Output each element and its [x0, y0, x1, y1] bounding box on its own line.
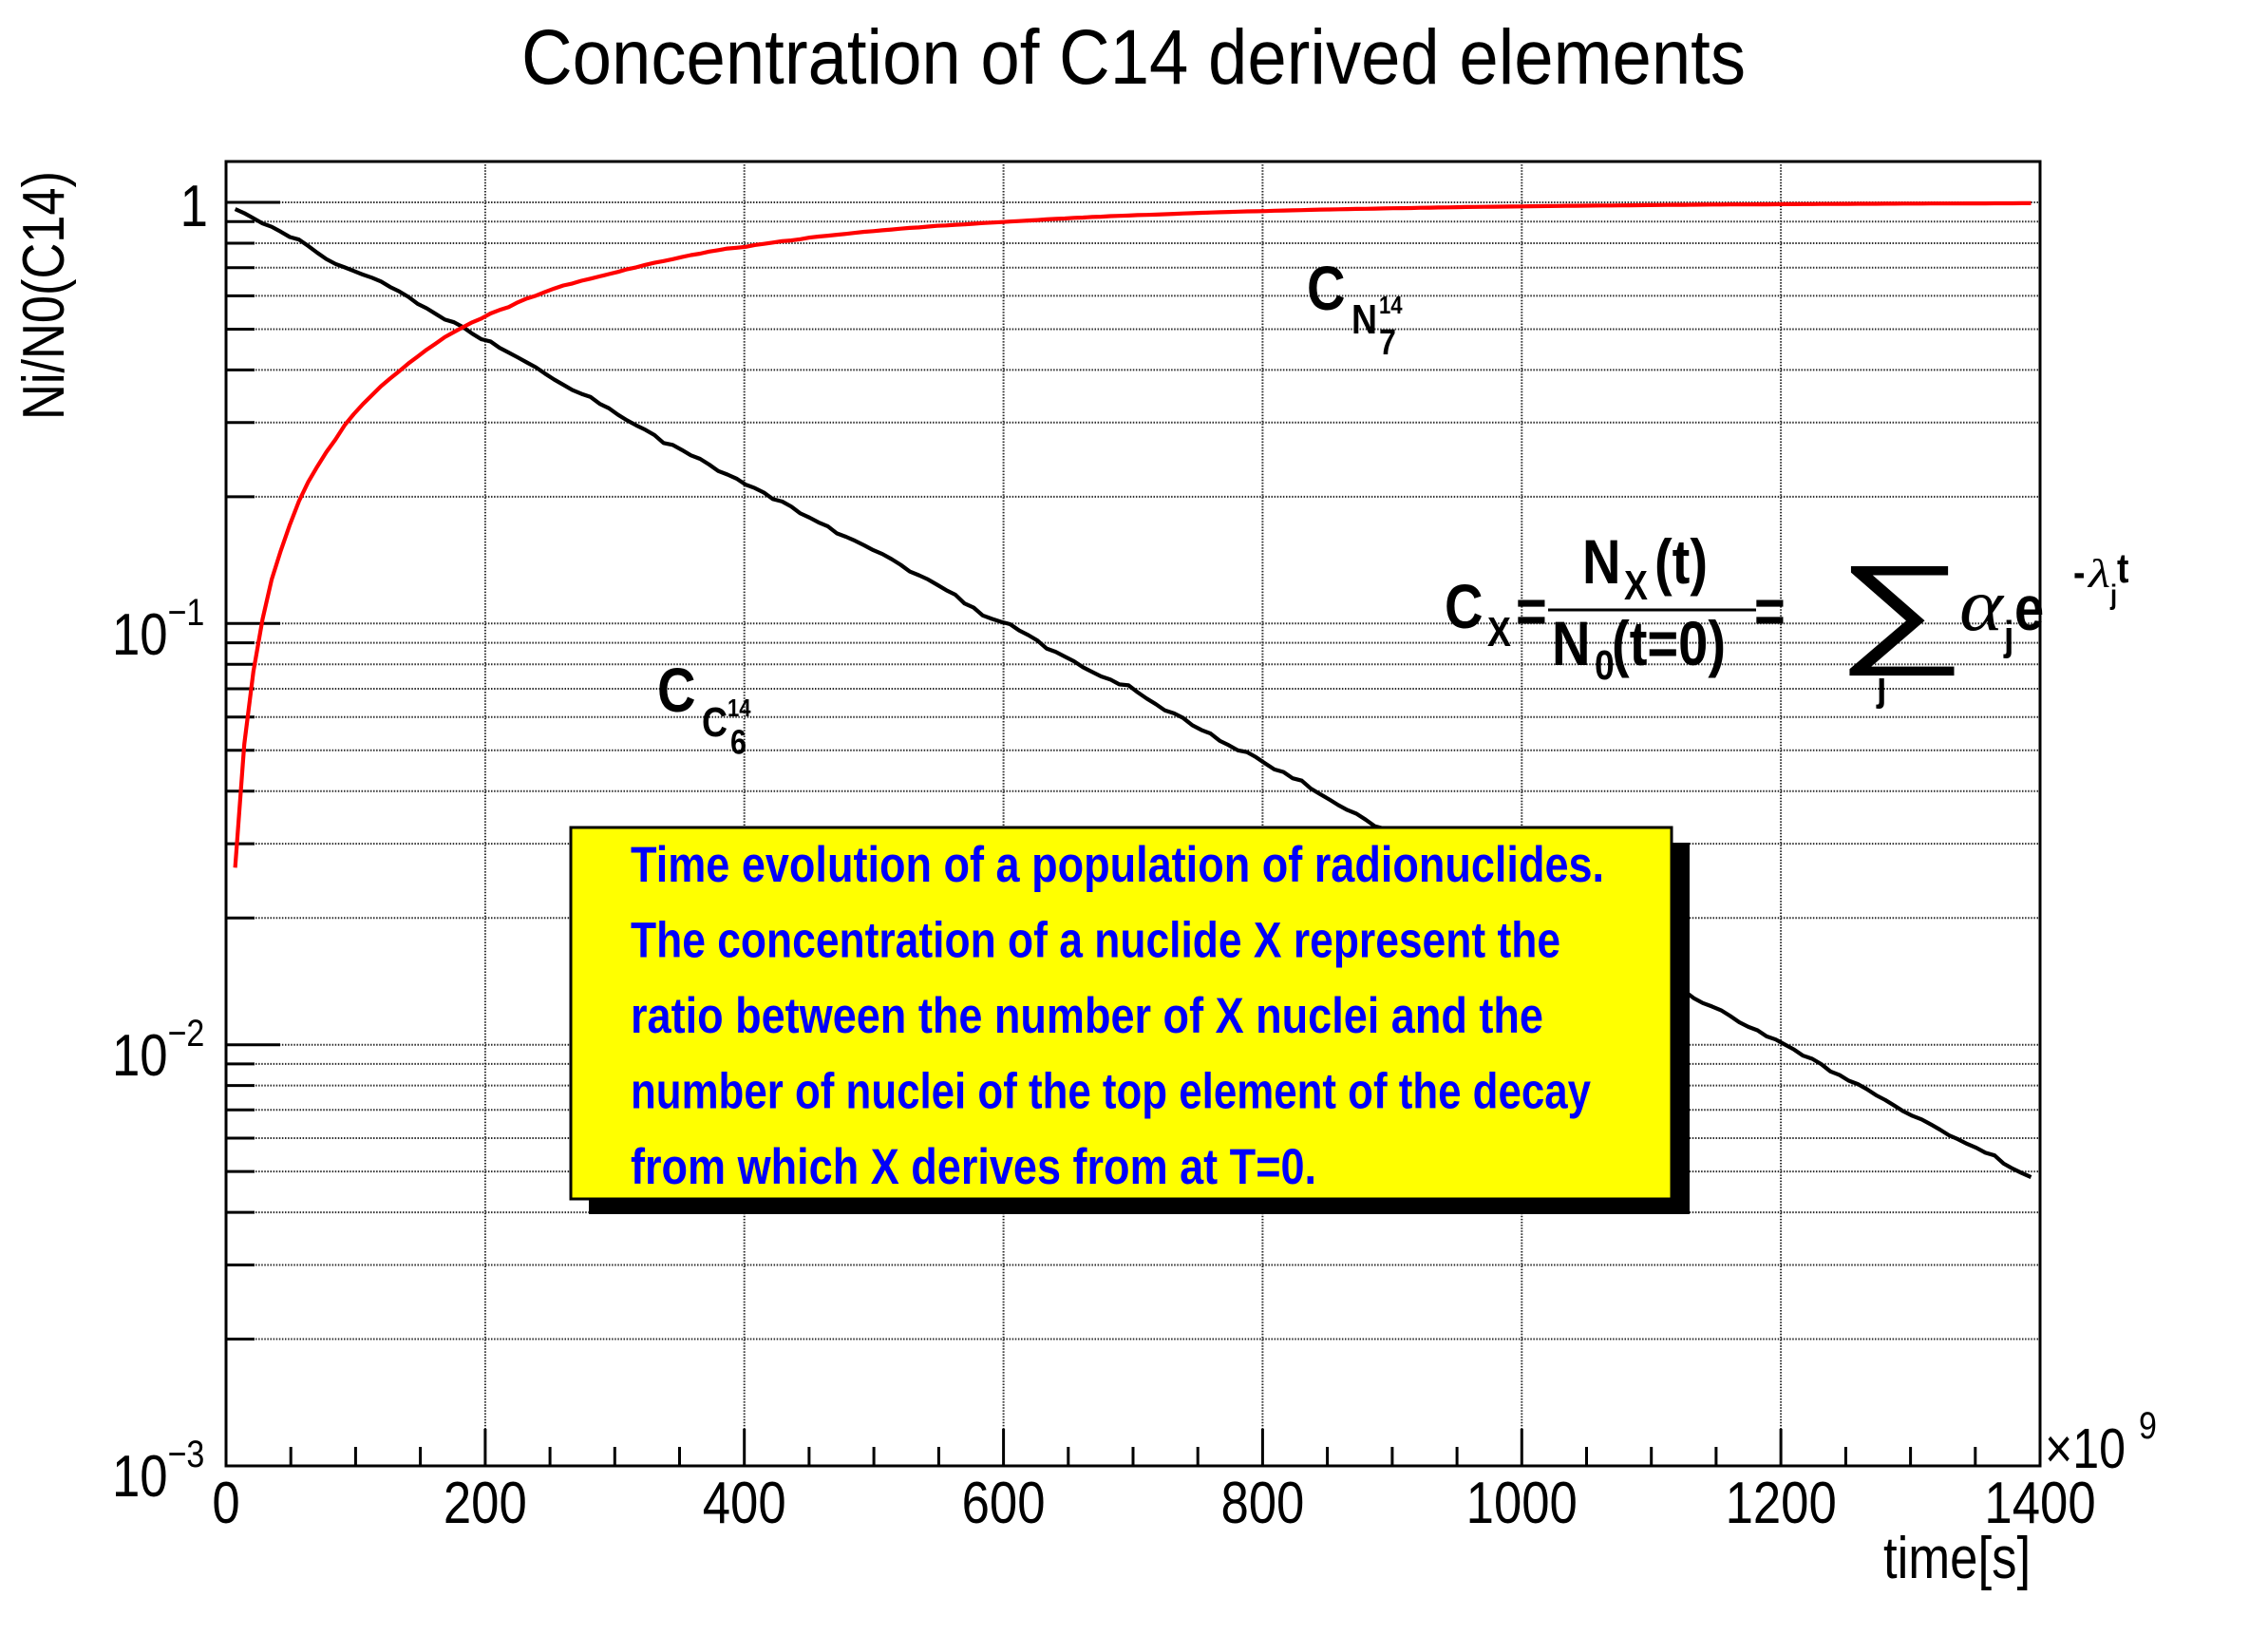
svg-text:Concentration of C14 derived e: Concentration of C14 derived elements [521, 14, 1746, 101]
svg-text:j: j [2109, 579, 2117, 610]
svg-text:C: C [1307, 254, 1346, 323]
svg-text:800: 800 [1220, 1471, 1304, 1536]
svg-text:λ: λ [2086, 553, 2110, 597]
svg-text:=: = [1516, 577, 1547, 646]
svg-text:9: 9 [2139, 1403, 2157, 1446]
svg-text:400: 400 [703, 1471, 786, 1536]
svg-text:C: C [702, 698, 728, 746]
svg-text:C: C [1445, 572, 1484, 641]
svg-text:ratio between the number of X: ratio between the number of X nuclei and… [631, 988, 1543, 1044]
svg-text:C: C [657, 656, 696, 725]
svg-text:1: 1 [180, 174, 208, 239]
svg-text:number of nuclei of the top el: number of nuclei of the top element of t… [631, 1063, 1592, 1119]
svg-text:1200: 1200 [1726, 1471, 1837, 1536]
svg-text:1000: 1000 [1466, 1471, 1578, 1536]
svg-text:-: - [2073, 548, 2085, 596]
svg-text:10−2: 10−2 [112, 1011, 204, 1089]
svg-text:e: e [2014, 574, 2044, 643]
svg-text:×10: ×10 [2045, 1416, 2126, 1480]
svg-text:∑: ∑ [1836, 540, 1966, 676]
svg-text:(t=0): (t=0) [1612, 609, 1726, 678]
svg-text:j: j [1876, 662, 1886, 710]
svg-text:The concentration of a nuclide: The concentration of a nuclide X represe… [631, 912, 1560, 968]
svg-text:Time evolution of a population: Time evolution of a population of radion… [631, 837, 1604, 893]
svg-text:6: 6 [730, 724, 747, 762]
svg-text:time[s]: time[s] [1883, 1526, 2031, 1591]
svg-text:(t): (t) [1654, 527, 1708, 597]
svg-text:0: 0 [212, 1471, 239, 1536]
svg-text:0: 0 [1595, 641, 1615, 689]
svg-text:N: N [1351, 295, 1377, 343]
svg-text:α: α [1959, 563, 2005, 646]
svg-text:1400: 1400 [1984, 1471, 2095, 1536]
svg-text:X: X [1487, 608, 1511, 656]
svg-text:14: 14 [728, 694, 751, 722]
svg-text:N: N [1552, 609, 1591, 678]
svg-text:X: X [1624, 561, 1648, 609]
svg-text:14: 14 [1379, 292, 1403, 319]
svg-text:from which X derives from at T: from which X derives from at T=0. [631, 1139, 1316, 1195]
svg-text:Ni/N0(C14): Ni/N0(C14) [11, 171, 77, 420]
svg-text:7: 7 [1379, 323, 1396, 363]
svg-text:200: 200 [444, 1471, 527, 1536]
svg-text:N: N [1582, 527, 1621, 597]
svg-text:j: j [2003, 612, 2013, 659]
svg-text:t: t [2117, 544, 2129, 592]
svg-text:=: = [1754, 577, 1786, 646]
svg-text:600: 600 [962, 1471, 1046, 1536]
